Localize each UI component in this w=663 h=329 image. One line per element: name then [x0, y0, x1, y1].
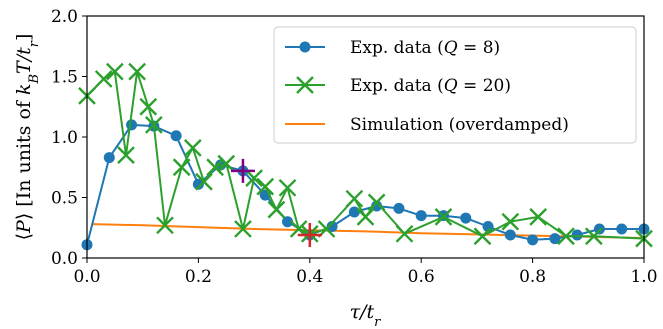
data-point [206, 158, 224, 177]
legend-marker-q20 [296, 76, 314, 94]
y-tick-label: 1.5 [51, 68, 78, 88]
data-point [217, 154, 236, 173]
y-axis-title-t: T/t [13, 47, 35, 74]
data-point [460, 212, 472, 224]
data-point [415, 210, 427, 222]
data-point [504, 229, 516, 241]
data-point [126, 119, 138, 131]
data-point [172, 158, 191, 177]
highlight-marker [297, 223, 322, 248]
data-point [144, 116, 163, 134]
legend-label-q8: Exp. data (Q = 8) [350, 38, 500, 58]
data-point [473, 227, 492, 246]
data-point [245, 169, 263, 187]
data-point [371, 200, 383, 212]
x-tick-label: 0.0 [73, 267, 100, 287]
data-point [501, 212, 520, 231]
y-axis-title-kb: k [13, 84, 35, 96]
y-axis-title-end: ] [13, 34, 35, 41]
data-point [367, 193, 386, 212]
data-point [393, 202, 405, 214]
legend-label-q8-pre: Exp. data ( [350, 38, 444, 58]
y-tick-label: 0.0 [51, 249, 78, 269]
legend-marker-q8 [299, 41, 311, 53]
data-point [571, 229, 583, 241]
data-point [195, 172, 213, 191]
data-point [529, 208, 548, 226]
legend-box [273, 26, 637, 144]
data-point [106, 62, 124, 81]
data-point [94, 70, 113, 88]
y-axis-title-kb-sub: B [27, 74, 42, 85]
data-point [616, 223, 628, 235]
y-axis-title: ⟨P⟩ [In units of kBT/tr] [13, 34, 42, 241]
legend-label-q20: Exp. data (Q = 20) [350, 76, 511, 96]
legend-label-q20-post: = 20) [458, 76, 511, 96]
data-point [282, 216, 294, 228]
legend-label-q20-pre: Exp. data ( [350, 76, 444, 96]
y-axis-title-r-sub: r [27, 40, 42, 47]
data-point [326, 221, 338, 233]
data-point [395, 224, 414, 243]
x-axis-title-tau: τ/t [350, 301, 375, 323]
ticks-layer: 0.0 0.2 0.4 0.6 0.8 1.0 0.0 0.5 1.0 1.5 2.0 [51, 7, 658, 287]
y-axis-title-mid: ⟩ [In units of [13, 95, 35, 220]
x-tick-label: 0.8 [519, 267, 546, 287]
y-tick-label: 0.5 [51, 189, 78, 209]
legend-label-q20-q: Q [444, 76, 458, 96]
series-layer [78, 62, 653, 251]
data-point [557, 227, 575, 246]
data-point [117, 146, 135, 164]
x-tick-label: 0.2 [185, 267, 212, 287]
data-point [434, 208, 453, 226]
data-point [345, 189, 364, 208]
data-point [278, 178, 297, 197]
legend-label-sim: Simulation (overdamped) [350, 115, 569, 135]
data-point [103, 152, 115, 164]
y-axis-title-symbol: P [13, 219, 35, 234]
legend-label-q8-post: = 8) [458, 38, 501, 58]
y-tick-label: 2.0 [51, 7, 78, 27]
x-tick-label: 0.6 [408, 267, 435, 287]
y-axis-title-prefix: ⟨ [13, 233, 35, 240]
data-point [267, 200, 286, 219]
data-point [356, 208, 375, 226]
data-point [139, 97, 158, 116]
x-tick-label: 1.0 [630, 267, 657, 287]
x-axis-title: τ/tr [350, 301, 382, 329]
data-point [192, 178, 204, 190]
data-point [128, 62, 146, 81]
data-point [256, 177, 275, 196]
x-axis-title-r-sub: r [374, 315, 381, 329]
legend: Exp. data (Q = 8) Exp. data (Q = 20) Sim… [273, 26, 637, 144]
y-tick-label: 1.0 [51, 128, 78, 148]
x-tick-label: 0.4 [296, 267, 323, 287]
data-point [183, 139, 202, 157]
highlight-marker [230, 158, 255, 183]
legend-label-q8-q: Q [444, 38, 458, 58]
data-point [170, 130, 182, 142]
series-line [86, 70, 645, 240]
data-point [549, 233, 561, 245]
data-point [234, 220, 252, 238]
data-point [585, 227, 603, 246]
data-point [156, 216, 174, 235]
data-point [527, 234, 539, 246]
